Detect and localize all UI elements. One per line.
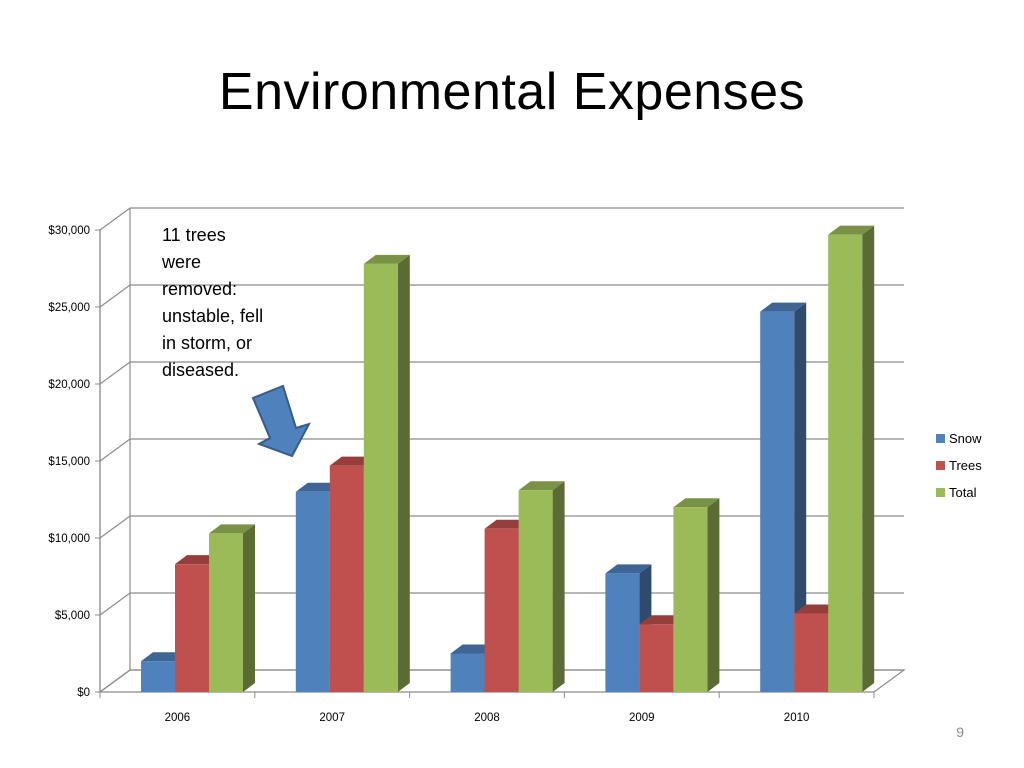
x-tick-label: 2008 — [474, 712, 500, 724]
bar-top — [828, 225, 875, 235]
bar-side — [862, 225, 875, 692]
y-tick-label: $30,000 — [48, 225, 90, 237]
bar-front — [760, 311, 795, 692]
x-tick-label: 2009 — [629, 712, 655, 724]
bar-top — [605, 564, 652, 574]
legend-label-total: Total — [949, 485, 977, 500]
y-axis-ticks: $0 $5,000 $10,000 $15,000 $20,000 $25,000 $30,… — [48, 225, 101, 699]
bar-front — [141, 661, 175, 692]
bar-total-2008 — [518, 481, 565, 692]
bar-top — [760, 302, 807, 312]
bar-side — [243, 524, 255, 692]
bar-total-2006 — [209, 524, 255, 692]
bar-top — [518, 481, 565, 491]
y-tick-label: $20,000 — [48, 379, 90, 391]
legend-label-trees: Trees — [949, 458, 982, 473]
bar-front — [828, 234, 863, 692]
bar-side — [552, 481, 565, 692]
bar-total-2007 — [363, 254, 410, 692]
bar-front — [518, 490, 553, 692]
side-gridline — [99, 515, 131, 539]
side-gridline — [99, 669, 131, 693]
side-gridline — [99, 284, 131, 308]
bar-front — [794, 613, 829, 692]
arrow-icon — [251, 384, 312, 458]
bar-top — [209, 524, 255, 534]
side-gridline — [99, 361, 131, 385]
legend: Snow Trees Total — [936, 425, 982, 506]
bar-front — [175, 564, 209, 692]
x-axis-ticks: 2006 2007 2008 2009 2010 — [99, 692, 875, 724]
bar-top — [363, 254, 410, 264]
bar-side — [397, 254, 410, 692]
bar-side — [794, 302, 807, 692]
side-wall-edge — [99, 230, 131, 694]
legend-item-total: Total — [936, 479, 982, 506]
y-tick-label: $0 — [77, 687, 90, 699]
annotation-text: 11 trees were removed: unstable, fell in… — [162, 225, 264, 380]
bars — [141, 225, 875, 692]
bar-front — [363, 263, 398, 692]
bar-front — [450, 653, 485, 692]
bar-front — [673, 507, 708, 692]
y-tick-label: $25,000 — [48, 302, 90, 314]
bar-front — [329, 465, 364, 692]
side-gridline — [99, 438, 131, 462]
bar-total-2009 — [673, 498, 720, 692]
annotation-arrow — [251, 384, 312, 458]
bar-front — [639, 624, 674, 692]
slide-number: 9 — [956, 724, 964, 740]
legend-label-snow: Snow — [949, 431, 982, 446]
y-tick-label: $5,000 — [55, 610, 90, 622]
x-tick-label: 2010 — [784, 712, 810, 724]
x-tick-label: 2007 — [319, 712, 345, 724]
legend-swatch-total — [936, 488, 945, 497]
x-tick-label: 2006 — [165, 712, 191, 724]
bar-top — [673, 498, 720, 508]
slide-title: Environmental Expenses — [218, 63, 806, 121]
bar-front — [605, 573, 640, 692]
bar-front — [484, 528, 519, 692]
side-gridline — [99, 207, 131, 231]
bar-side — [707, 498, 720, 692]
bar-snow-2010 — [760, 302, 807, 692]
y-tick-label: $15,000 — [48, 456, 90, 468]
legend-item-snow: Snow — [936, 425, 982, 452]
y-tick-label: $10,000 — [48, 533, 90, 545]
bar-front — [209, 533, 243, 692]
bar-front — [295, 491, 330, 692]
legend-swatch-snow — [936, 434, 945, 443]
legend-swatch-trees — [936, 461, 945, 470]
bar-total-2010 — [828, 225, 875, 692]
legend-item-trees: Trees — [936, 452, 982, 479]
side-gridline — [99, 592, 131, 616]
